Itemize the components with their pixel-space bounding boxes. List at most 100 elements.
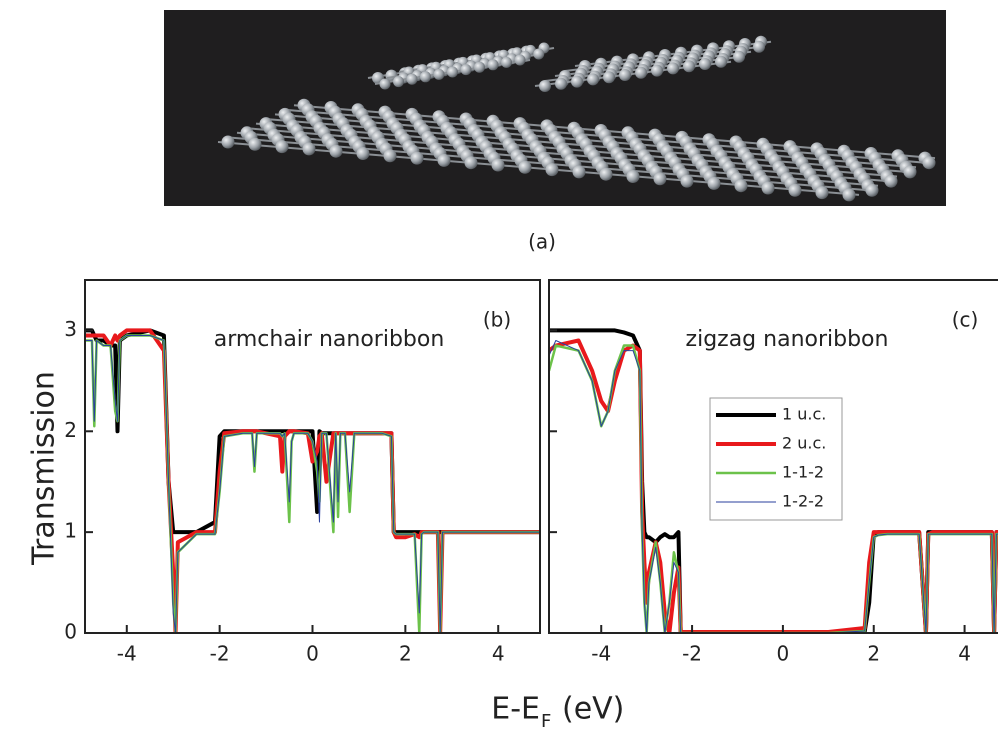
panel-label: (c) [952,308,979,332]
atom [683,60,695,73]
atom [329,144,343,158]
atom [619,69,631,81]
bond [534,60,732,87]
atom [460,64,472,76]
bond [255,122,898,178]
x-tick-label: -2 [682,642,702,666]
atom [437,153,451,167]
series-group [549,328,998,633]
atom [815,186,829,200]
series-line [85,334,540,633]
legend-label: 1-2-2 [782,492,824,511]
atom [922,156,936,170]
atom [474,61,485,73]
lattice [217,35,936,202]
atom [653,172,667,186]
atom [545,163,559,177]
y-axis-label: Transmission [27,371,62,566]
atom [410,151,424,165]
atom [393,76,404,88]
plot-frame [548,279,998,634]
atom [555,77,567,90]
x-tick-label: 0 [777,642,790,666]
atom [587,73,599,86]
atom [680,174,694,188]
panel-label: (b) [483,308,511,332]
atom [734,179,748,193]
atom [491,158,505,172]
image-caption: (a) [528,230,556,254]
atom [487,59,499,71]
legend-label: 1 u.c. [782,405,826,424]
x-tick-label: -4 [591,642,611,666]
bond [274,113,917,169]
atom [383,149,397,163]
atom [302,142,316,156]
x-axis-label-subscript: F [541,711,551,732]
bond [293,104,936,160]
series-line [85,328,540,535]
charts: 0 1 2 3 -4 -2 0 2 4 (b) armchair nanoribbon -4 -2 0 2 4… [64,279,998,666]
atom [715,55,727,68]
bond [217,141,860,196]
y-tick-label: 3 [64,317,77,341]
y-tick-label: 0 [64,620,77,644]
legend-label: 2 u.c. [782,434,826,453]
x-tick-label: 4 [492,642,505,666]
atom [464,156,478,170]
atom [275,140,289,154]
legend-label: 1-1-2 [782,463,824,482]
atom [406,73,418,85]
atom [533,48,545,60]
x-tick-label: 0 [306,642,319,666]
atom [788,183,802,197]
atom [420,71,431,83]
x-tick-label: 2 [399,642,412,666]
atom [379,78,391,90]
atom [433,68,445,80]
chart-panel: 0 1 2 3 -4 -2 0 2 4 (b) armchair nanoribbon [64,279,541,666]
x-tick-label: -4 [117,642,137,666]
atom [571,75,583,88]
legend-box [709,397,843,521]
atom [518,160,532,174]
atom [884,174,898,188]
atom [356,147,370,160]
y-tick-label: 2 [64,418,77,442]
atom [903,165,917,179]
series-line [549,340,998,633]
atom [626,170,640,183]
atom [667,62,679,75]
atom [865,183,879,197]
series-line [85,334,540,633]
atom [761,181,775,195]
atom [447,66,458,78]
atom [635,66,647,79]
atom [539,80,551,92]
atom [248,137,262,151]
atom [699,58,711,70]
x-tick-label: 4 [958,642,971,666]
y-tick-label: 1 [64,519,77,543]
series-line [85,328,540,633]
legend: 1 u.c. 2 u.c. 1-1-2 1-2-2 [709,397,843,521]
atom [651,64,663,77]
x-axis-label-unit: (eV) [562,692,624,727]
atom [707,176,721,190]
atom [501,56,512,68]
x-tick-label: 2 [867,642,880,666]
atom [221,135,235,149]
atom [599,167,613,181]
annotation: armchair nanoribbon [214,327,445,352]
atom [842,188,856,202]
atom [572,165,586,179]
annotation: zigzag nanoribbon [686,327,889,352]
atom [514,54,526,66]
atom [603,71,615,84]
x-tick-label: -2 [210,642,230,666]
bond [236,131,879,187]
series-group [85,328,540,633]
x-axis-label: E-E [491,692,540,727]
